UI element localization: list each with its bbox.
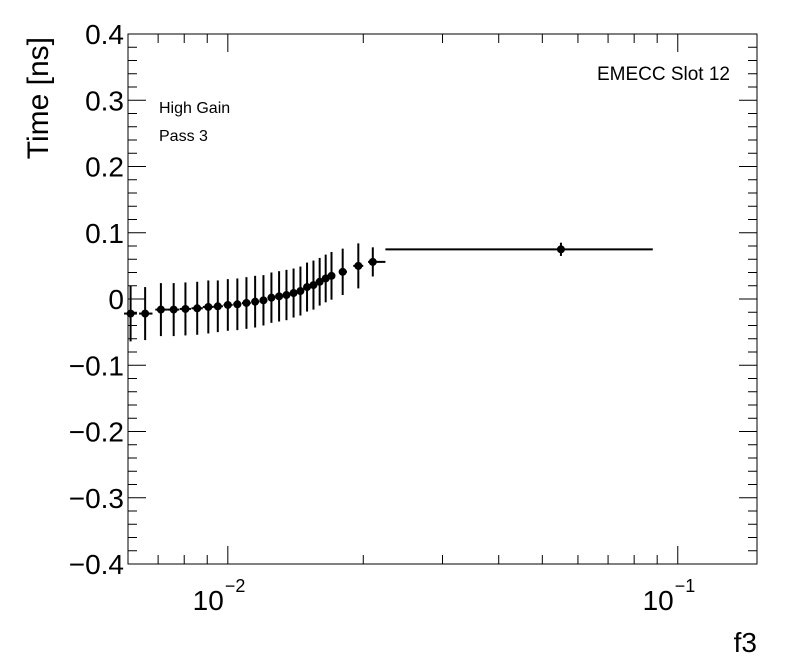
data-point xyxy=(275,271,284,322)
point-marker xyxy=(267,293,276,302)
data-point xyxy=(233,278,242,331)
gain-annotation: High Gain xyxy=(159,100,230,117)
point-marker xyxy=(233,300,242,309)
point-marker xyxy=(251,297,260,306)
point-marker xyxy=(296,287,305,296)
point-marker xyxy=(327,271,336,280)
data-point xyxy=(251,275,260,328)
point-marker xyxy=(223,300,232,309)
point-marker xyxy=(368,257,377,266)
data-series xyxy=(124,242,653,342)
data-point xyxy=(289,268,298,318)
point-marker xyxy=(315,277,324,286)
y-tick-label: 0.2 xyxy=(85,152,124,183)
point-marker xyxy=(141,309,150,318)
data-point xyxy=(327,251,336,300)
x-tick-labels: 10 −2 10 −1 xyxy=(193,576,696,616)
data-point xyxy=(202,280,214,334)
x-axis-label: f3 xyxy=(734,627,757,658)
pass-annotation: Pass 3 xyxy=(159,128,208,145)
y-tick-label: 0.3 xyxy=(85,85,124,116)
data-point xyxy=(296,266,305,316)
point-marker xyxy=(181,304,190,313)
y-tick-label: −0.3 xyxy=(69,483,124,514)
y-axis-label: Time [ns] xyxy=(22,37,55,159)
x-tick-label-base: 10 xyxy=(193,585,224,616)
point-marker xyxy=(126,309,135,318)
data-point xyxy=(303,262,312,312)
point-marker xyxy=(275,292,284,301)
data-point xyxy=(167,283,180,337)
slot-annotation: EMECC Slot 12 xyxy=(597,64,730,85)
point-marker xyxy=(242,298,251,307)
point-marker xyxy=(259,296,268,305)
point-marker xyxy=(309,281,318,290)
y-tick-label: −0.4 xyxy=(69,549,124,580)
data-point xyxy=(223,279,233,331)
x-tick-label: 10 −1 xyxy=(643,576,696,616)
point-marker xyxy=(156,305,165,314)
data-point xyxy=(321,254,330,303)
data-point xyxy=(155,283,168,337)
data-point xyxy=(191,281,203,335)
data-point xyxy=(368,247,386,277)
point-marker xyxy=(289,289,298,298)
y-tick-label: −0.2 xyxy=(69,417,124,448)
y-tick-labels: −0.4 −0.3 −0.2 −0.1 0 0.1 0.2 0.3 0.4 xyxy=(69,19,124,580)
data-point xyxy=(179,282,191,336)
data-point xyxy=(338,248,347,296)
point-marker xyxy=(204,302,213,311)
data-point xyxy=(385,242,653,256)
data-point xyxy=(353,243,364,289)
y-tick-label: 0.4 xyxy=(85,19,124,50)
data-point xyxy=(309,260,318,310)
point-marker xyxy=(303,283,312,292)
point-marker xyxy=(169,305,178,314)
point-marker xyxy=(556,245,565,254)
point-marker xyxy=(354,261,363,270)
data-point xyxy=(241,277,251,329)
data-point xyxy=(282,269,291,321)
x-tick-label-exponent: −1 xyxy=(675,576,696,596)
x-tick-label-exponent: −2 xyxy=(225,576,246,596)
data-point xyxy=(213,280,223,333)
y-tick-label: 0 xyxy=(108,284,124,315)
point-marker xyxy=(213,302,222,311)
plot-frame xyxy=(127,33,758,565)
data-point xyxy=(259,275,268,326)
data-point xyxy=(124,285,137,342)
point-marker xyxy=(338,267,347,276)
x-tick-label: 10 −2 xyxy=(193,576,246,616)
y-tick-label: 0.1 xyxy=(85,218,124,249)
point-marker xyxy=(193,304,202,313)
data-point xyxy=(139,287,153,341)
y-tick-label: −0.1 xyxy=(69,350,124,381)
data-point xyxy=(315,257,324,306)
data-point xyxy=(267,272,276,323)
x-tick-label-base: 10 xyxy=(643,585,674,616)
point-marker xyxy=(282,291,291,300)
